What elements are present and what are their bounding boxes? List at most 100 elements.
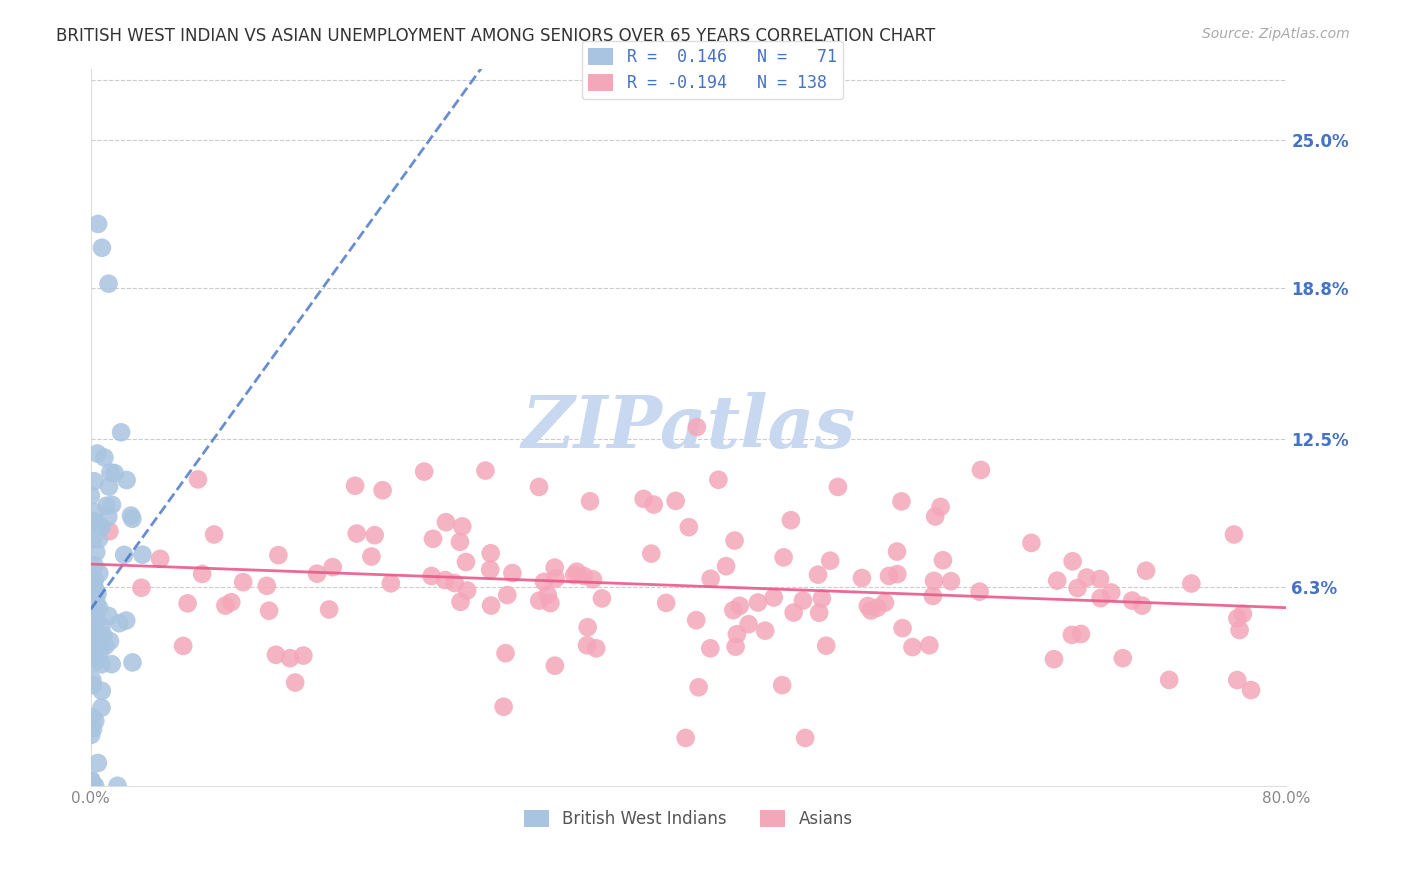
British West Indians xyxy=(80,636,103,650)
Asians xyxy=(633,491,655,506)
Asians xyxy=(537,588,560,602)
British West Indians xyxy=(80,728,103,742)
British West Indians xyxy=(84,779,107,793)
Asians xyxy=(818,554,841,568)
British West Indians xyxy=(89,630,111,644)
Asians xyxy=(685,613,707,627)
Asians xyxy=(782,606,804,620)
Asians xyxy=(1076,570,1098,584)
British West Indians xyxy=(83,656,105,670)
British West Indians xyxy=(115,473,138,487)
Asians xyxy=(724,640,747,654)
Asians xyxy=(1062,554,1084,568)
Asians xyxy=(576,620,599,634)
Asians xyxy=(413,465,436,479)
Asians xyxy=(1088,572,1111,586)
Asians xyxy=(886,544,908,558)
Asians xyxy=(495,646,517,660)
British West Indians xyxy=(98,479,121,493)
Asians xyxy=(1090,591,1112,606)
Asians xyxy=(725,627,748,641)
Asians xyxy=(675,731,697,745)
Asians xyxy=(529,593,551,607)
Asians xyxy=(322,560,344,574)
Asians xyxy=(591,591,613,606)
Asians xyxy=(1159,673,1181,687)
Asians xyxy=(420,569,443,583)
Asians xyxy=(284,675,307,690)
Asians xyxy=(305,566,328,581)
Asians xyxy=(527,480,550,494)
British West Indians xyxy=(97,277,120,291)
British West Indians xyxy=(100,466,122,480)
British West Indians xyxy=(121,656,143,670)
Asians xyxy=(794,731,817,745)
British West Indians xyxy=(108,616,131,631)
Asians xyxy=(866,600,889,615)
Asians xyxy=(1060,628,1083,642)
Asians xyxy=(449,534,471,549)
Asians xyxy=(1046,574,1069,588)
Asians xyxy=(544,658,567,673)
Asians xyxy=(456,583,478,598)
Asians xyxy=(131,581,153,595)
Asians xyxy=(921,589,943,603)
British West Indians xyxy=(131,548,153,562)
Asians xyxy=(970,463,993,477)
Asians xyxy=(655,596,678,610)
Asians xyxy=(585,641,607,656)
Y-axis label: Unemployment Among Seniors over 65 years: Unemployment Among Seniors over 65 years xyxy=(0,238,8,616)
British West Indians xyxy=(89,566,111,581)
British West Indians xyxy=(80,641,103,656)
Asians xyxy=(873,596,896,610)
Asians xyxy=(1043,652,1066,666)
British West Indians xyxy=(90,619,112,633)
British West Indians xyxy=(97,608,120,623)
British West Indians xyxy=(90,520,112,534)
British West Indians xyxy=(82,619,104,633)
Asians xyxy=(562,568,585,582)
Asians xyxy=(890,494,912,508)
British West Indians xyxy=(83,558,105,573)
Asians xyxy=(543,560,565,574)
Asians xyxy=(1099,585,1122,599)
Asians xyxy=(754,624,776,638)
Asians xyxy=(565,565,588,579)
Asians xyxy=(1130,599,1153,613)
Asians xyxy=(582,572,605,586)
Asians xyxy=(1135,564,1157,578)
British West Indians xyxy=(89,601,111,615)
British West Indians xyxy=(93,629,115,643)
British West Indians xyxy=(82,645,104,659)
Asians xyxy=(191,566,214,581)
Asians xyxy=(686,420,709,434)
Asians xyxy=(219,595,242,609)
Asians xyxy=(544,572,567,586)
Asians xyxy=(474,464,496,478)
Asians xyxy=(360,549,382,564)
British West Indians xyxy=(107,779,129,793)
Asians xyxy=(492,699,515,714)
Asians xyxy=(278,651,301,665)
British West Indians xyxy=(100,657,122,672)
Asians xyxy=(1223,527,1246,541)
Asians xyxy=(450,595,472,609)
British West Indians xyxy=(82,515,104,529)
Asians xyxy=(576,638,599,652)
Asians xyxy=(434,515,457,529)
Asians xyxy=(714,559,737,574)
Asians xyxy=(918,638,941,652)
Asians xyxy=(1070,627,1092,641)
Asians xyxy=(1232,607,1254,621)
British West Indians xyxy=(86,596,108,610)
British West Indians xyxy=(89,644,111,658)
Asians xyxy=(643,498,665,512)
Asians xyxy=(267,548,290,562)
British West Indians xyxy=(82,678,104,692)
Asians xyxy=(699,641,721,656)
Text: Source: ZipAtlas.com: Source: ZipAtlas.com xyxy=(1202,27,1350,41)
Asians xyxy=(1226,611,1249,625)
Asians xyxy=(901,640,924,654)
Asians xyxy=(792,593,814,607)
Asians xyxy=(699,572,721,586)
